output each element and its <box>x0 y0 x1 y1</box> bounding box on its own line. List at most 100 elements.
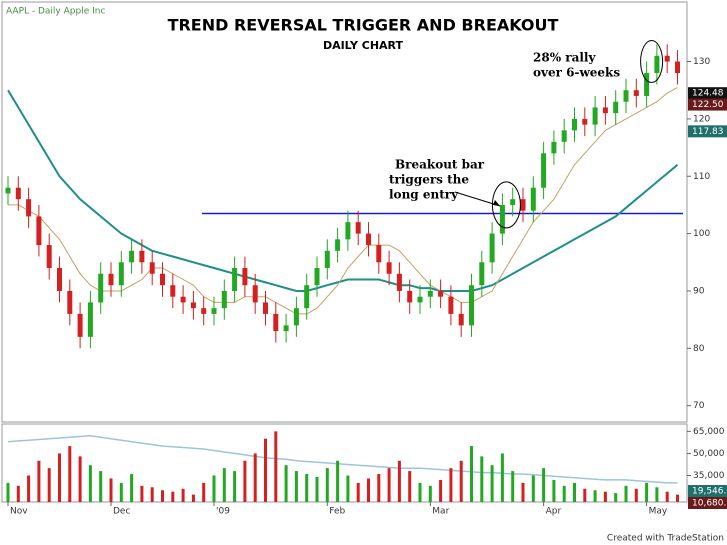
candle-body <box>335 239 341 251</box>
candle-body <box>572 118 577 131</box>
candle-body <box>417 296 423 303</box>
volume-bar <box>171 491 175 502</box>
volume-bar <box>603 491 607 502</box>
annotation: triggers the <box>389 173 469 187</box>
candle-body <box>67 290 73 314</box>
candle-body <box>602 107 608 114</box>
volume-bar <box>16 485 20 502</box>
volume-bar <box>552 479 556 502</box>
candle-body <box>324 250 330 269</box>
volume-bar <box>27 475 31 502</box>
volume-bar <box>573 482 576 502</box>
volume-bar <box>212 475 216 502</box>
y-tick-label: 120 <box>693 114 710 124</box>
candle-body <box>407 290 413 303</box>
candle-body <box>386 262 392 274</box>
y-tick-label: 70 <box>693 401 705 411</box>
volume-bar <box>500 453 504 502</box>
volume-bar <box>459 460 463 502</box>
volume-bar <box>222 468 226 502</box>
candle-body <box>221 290 227 309</box>
volume-bar <box>480 456 484 502</box>
moving-average <box>7 89 679 292</box>
annotation: over 6-weeks <box>533 66 620 80</box>
candle-body <box>582 118 588 125</box>
volume-bar <box>264 438 267 502</box>
price-panel <box>1 1 688 423</box>
candle-body <box>530 187 536 211</box>
candle-body <box>427 290 433 297</box>
candle-body <box>293 308 299 326</box>
volume-bar <box>37 460 41 502</box>
volume-bar <box>377 474 381 502</box>
x-tick-label: '09 <box>216 507 230 517</box>
y-tick-label: 80 <box>693 344 705 354</box>
candle-body <box>252 285 258 303</box>
candle-body <box>180 296 186 303</box>
candle-body <box>510 199 516 205</box>
volume-bar <box>315 476 319 502</box>
candle-body <box>613 101 619 114</box>
highlight <box>640 40 664 84</box>
candle-body <box>314 268 320 286</box>
volume-bar <box>130 474 134 502</box>
volume-bar <box>88 465 92 502</box>
candle-body <box>664 55 670 62</box>
x-tick-label: May <box>649 507 668 517</box>
candle-body <box>479 262 485 286</box>
chart-title: TREND REVERSAL TRIGGER AND BREAKOUT <box>168 16 559 35</box>
footer: Created with TradeStation <box>607 534 724 544</box>
candle-body <box>366 233 371 246</box>
candle-body <box>551 141 557 154</box>
volume-bar <box>397 460 401 502</box>
candle-body <box>57 268 62 291</box>
volume-bar <box>624 485 628 502</box>
candle-body <box>263 302 268 314</box>
x-tick-label: Dec <box>113 507 130 517</box>
arrow-head <box>493 200 500 206</box>
candle-body <box>242 268 248 286</box>
candle-body <box>149 262 155 274</box>
volume-bar <box>655 487 659 502</box>
volume-bar <box>253 453 257 502</box>
volume-bar <box>202 482 206 502</box>
candle-body <box>26 199 32 217</box>
volume-tick-label: 35,000 <box>693 471 725 481</box>
volume-bar <box>470 446 473 502</box>
volume-bar <box>109 478 113 502</box>
candle-body <box>273 313 279 332</box>
candle-body <box>633 90 639 96</box>
candle-body <box>77 313 83 337</box>
value-tag <box>688 125 727 138</box>
volume-bar <box>305 474 309 502</box>
candle-body <box>469 285 474 326</box>
volume-tick-label: 50,000 <box>693 449 725 459</box>
candle-body <box>5 187 11 194</box>
volume-bar <box>161 490 164 502</box>
y-tick-label: 90 <box>693 286 705 296</box>
volume-bar <box>336 460 340 502</box>
candle-body <box>438 290 444 297</box>
value-tag <box>688 497 727 509</box>
candle-body <box>232 268 238 291</box>
volume-bar <box>233 471 237 502</box>
volume-bar <box>449 468 453 502</box>
y-tick-label: 110 <box>693 172 710 182</box>
volume-bar <box>614 493 618 502</box>
volume-bar <box>78 456 82 502</box>
volume-bar <box>428 485 432 502</box>
x-tick-label: Mar <box>432 507 449 517</box>
highlight <box>491 181 521 229</box>
candle-body <box>623 90 629 102</box>
candle-body <box>592 107 598 125</box>
candle-body <box>87 302 93 337</box>
volume-bar <box>47 468 51 502</box>
candle-body <box>499 204 505 234</box>
volume-average <box>7 435 678 484</box>
volume-bar <box>634 488 638 502</box>
volume-bar <box>68 446 72 502</box>
volume-tick-label: 65,000 <box>693 427 725 437</box>
volume-bar <box>181 488 185 502</box>
candle-body <box>489 233 495 263</box>
